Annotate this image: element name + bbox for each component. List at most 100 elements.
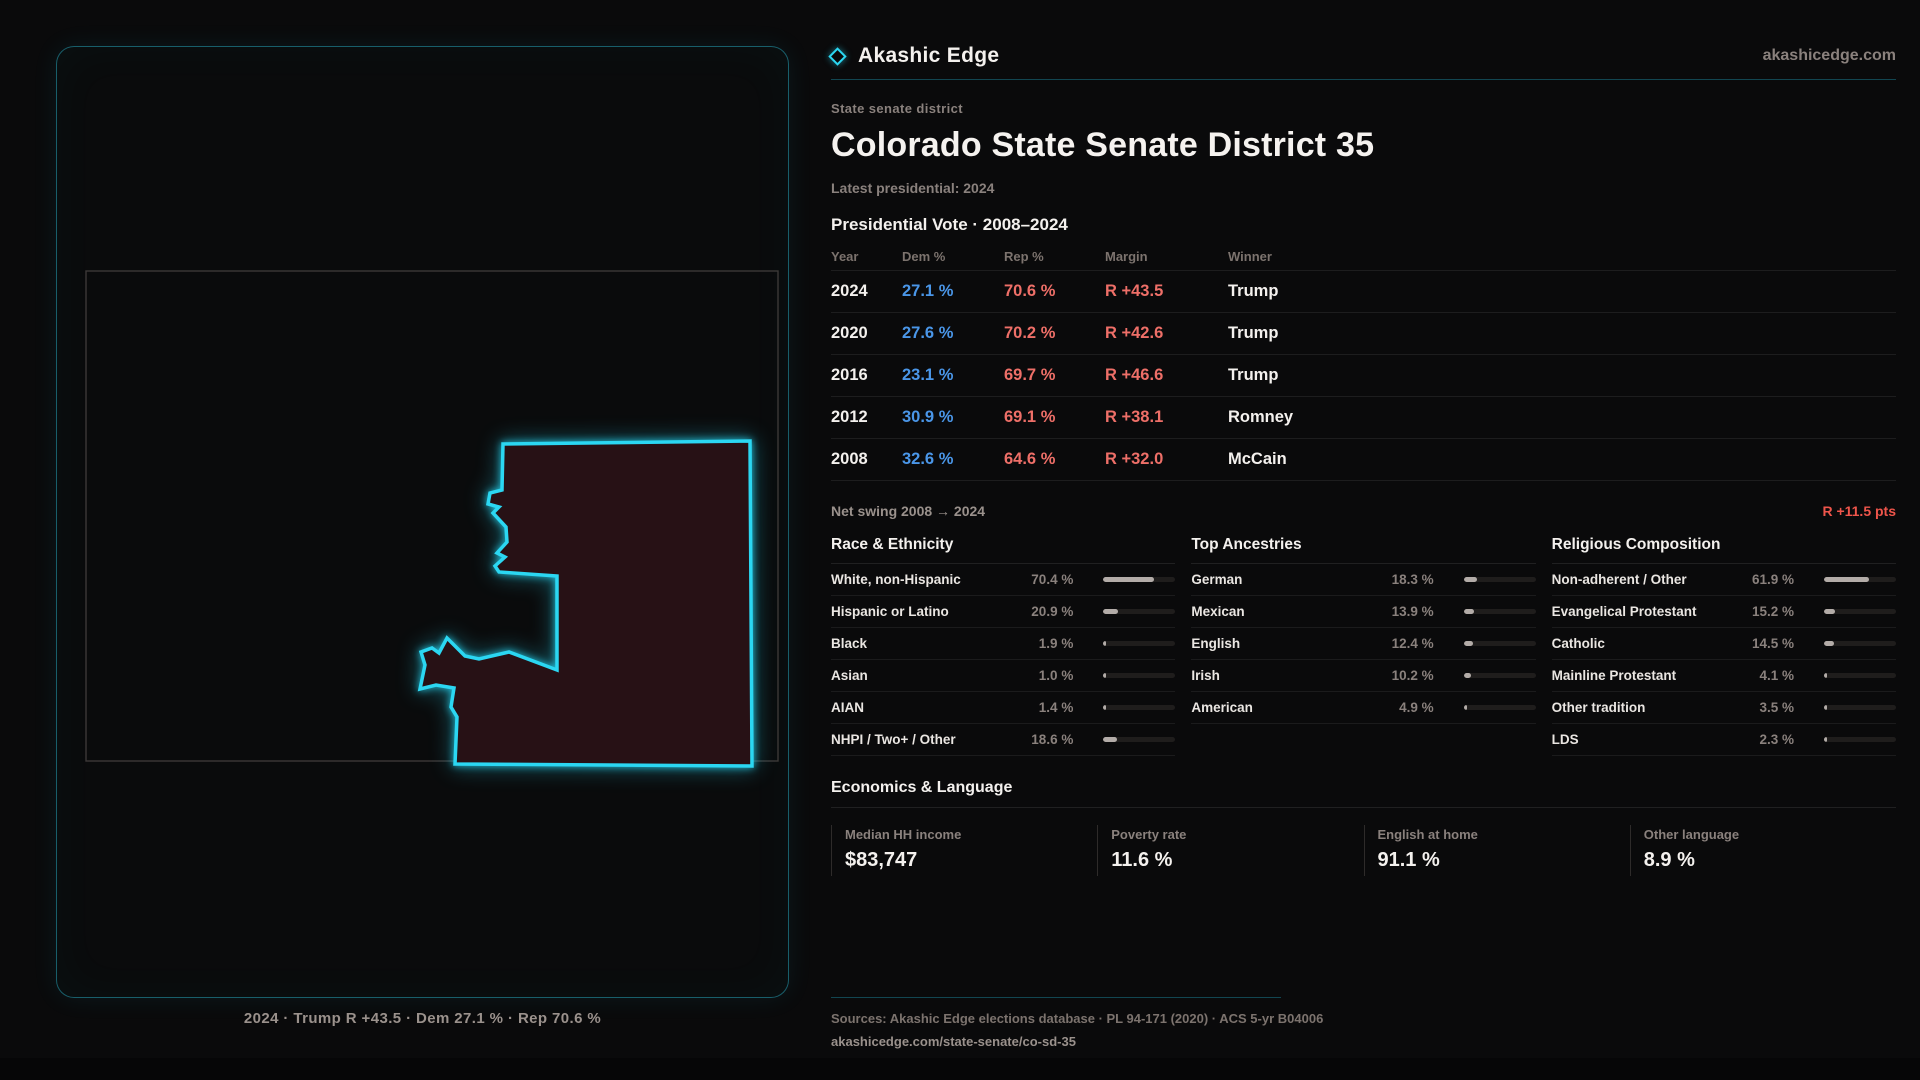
demographic-bar-fill [1103, 737, 1117, 742]
vote-cell: 70.6 % [1004, 282, 1056, 300]
demographic-row: English 12.4 % [1191, 628, 1536, 660]
page-title: Colorado State Senate District 35 [831, 126, 1375, 164]
economics-stat-value: 91.1 % [1377, 849, 1440, 871]
demographic-bar [1824, 609, 1896, 614]
demographic-bar [1463, 577, 1536, 582]
economics-stat-value: 8.9 % [1643, 849, 1695, 871]
demographic-label: Catholic [1551, 636, 1605, 651]
demographic-value: 1.9 % [1038, 636, 1074, 651]
demographic-label: NHPI / Two+ / Other [831, 732, 956, 747]
demographic-bar-fill [1824, 705, 1827, 710]
demographic-row: Evangelical Protestant 15.2 % [1551, 596, 1896, 628]
demographic-row: Black 1.9 % [831, 628, 1176, 660]
demographic-value: 20.9 % [1031, 604, 1074, 619]
kicker: State senate district [831, 101, 963, 116]
diamond-logo-icon [828, 46, 847, 66]
vote-table-row: 2024 27.1 % 70.6 % R +43.5 Trump [831, 271, 1896, 313]
demographic-label: American [1191, 700, 1253, 715]
brand-domain-link[interactable]: akashicedge.com [1762, 47, 1896, 64]
vote-cell: 2008 [831, 450, 868, 468]
net-swing-row: Net swing 2008 → 2024 R +11.5 pts [831, 503, 1896, 519]
footer-divider [831, 997, 1281, 998]
vote-col-header: Margin [1105, 248, 1148, 264]
demographic-label: Mainline Protestant [1551, 668, 1677, 683]
vote-cell: 27.6 % [902, 324, 954, 342]
vote-table-row: 2008 32.6 % 64.6 % R +32.0 McCain [831, 439, 1896, 481]
demographic-bar [1103, 577, 1176, 582]
demographic-bar [1103, 705, 1176, 710]
demographic-value: 70.4 % [1031, 572, 1074, 587]
vote-cell: 64.6 % [1004, 450, 1056, 468]
economics-stat-value: $83,747 [845, 849, 918, 871]
net-swing-value: R +11.5 pts [1822, 503, 1896, 519]
demographic-label: Asian [831, 668, 868, 683]
district-outline-shape [417, 439, 754, 768]
demographic-bar-fill [1103, 705, 1107, 710]
footer-permalink-link[interactable]: akashicedge.com/state-senate/co-sd-35 [831, 1034, 1076, 1049]
economics-stat-value: 11.6 % [1111, 849, 1173, 871]
vote-cell: Trump [1228, 324, 1279, 342]
map-caption: 2024 · Trump R +43.5 · Dem 27.1 % · Rep … [243, 1010, 602, 1027]
vote-cell: Romney [1228, 408, 1294, 426]
demographic-row: LDS 2.3 % [1551, 724, 1896, 756]
demographic-value: 18.3 % [1391, 572, 1434, 587]
demographic-row: German 18.3 % [1191, 564, 1536, 596]
economics-stat: Median HH income $83,747 [831, 825, 1097, 876]
demographic-group-title: Race & Ethnicity [831, 536, 1176, 564]
net-swing-label: Net swing 2008 → 2024 [831, 503, 986, 519]
vote-cell: 2024 [831, 282, 868, 300]
brand-name: Akashic Edge [858, 44, 1000, 67]
demographic-bar [1824, 673, 1896, 678]
header-divider [831, 79, 1896, 80]
demographic-row: Catholic 14.5 % [1551, 628, 1896, 660]
demographic-bar-fill [1824, 673, 1827, 678]
vote-cell: R +46.6 [1105, 366, 1164, 384]
header: Akashic Edge akashicedge.com [828, 0, 1896, 68]
demographic-bar [1824, 577, 1896, 582]
vote-cell: 69.1 % [1004, 408, 1056, 426]
demographic-row: Asian 1.0 % [831, 660, 1176, 692]
vote-table-row: 2020 27.6 % 70.2 % R +42.6 Trump [831, 313, 1896, 355]
demographic-label: Hispanic or Latino [831, 604, 949, 619]
vote-table-row: 2016 23.1 % 69.7 % R +46.6 Trump [831, 355, 1896, 397]
economics-stat: Other language 8.9 % [1629, 825, 1896, 876]
demographic-label: AIAN [831, 700, 864, 715]
vote-table-heading: Presidential Vote · 2008–2024 [831, 215, 1068, 234]
demographic-label: Non-adherent / Other [1551, 572, 1687, 587]
vote-cell: Trump [1228, 282, 1279, 300]
district-map-card [56, 46, 789, 998]
vote-cell: R +42.6 [1105, 324, 1164, 342]
vote-col-header: Year [831, 248, 859, 264]
demographic-bar-fill [1824, 609, 1835, 614]
demographic-row: Non-adherent / Other 61.9 % [1551, 564, 1896, 596]
demographic-bar-fill [1103, 609, 1119, 614]
demographic-bar [1824, 641, 1896, 646]
economics-stat-label: Poverty rate [1111, 827, 1187, 842]
demographic-row: Hispanic or Latino 20.9 % [831, 596, 1176, 628]
demographic-bar-fill [1463, 673, 1471, 678]
demographic-group: Top Ancestries German 18.3 % Mexican 13.9 % E… [1191, 536, 1536, 756]
demographic-bar-fill [1103, 673, 1107, 678]
demographic-label: Other tradition [1551, 700, 1646, 715]
demographic-bar [1463, 673, 1536, 678]
demographic-label: Evangelical Protestant [1551, 604, 1697, 619]
demographic-label: German [1191, 572, 1243, 587]
economics-stats: Median HH income $83,747 Poverty rate 11.6 … [831, 825, 1896, 876]
vote-col-header: Dem % [902, 248, 946, 264]
map-bounding-box [85, 270, 779, 762]
vote-cell: 2020 [831, 324, 868, 342]
demographic-group-title: Religious Composition [1551, 536, 1896, 564]
demographic-group: Race & Ethnicity White, non-Hispanic 70.4 … [831, 536, 1176, 756]
demographic-value: 18.6 % [1031, 732, 1074, 747]
demographic-group: Religious Composition Non-adherent / Othe… [1551, 536, 1896, 756]
demographic-bar [1824, 705, 1896, 710]
vote-cell: R +43.5 [1105, 282, 1164, 300]
vote-table-body: 2024 27.1 % 70.6 % R +43.5 Trump 2020 27.6 % 70… [831, 271, 1896, 481]
vote-cell: 27.1 % [902, 282, 954, 300]
demographic-label: White, non-Hispanic [831, 572, 961, 587]
vote-table-header-row: Year Dem % Rep % Margin Winner [831, 242, 1896, 271]
presidential-vote-table: Year Dem % Rep % Margin Winner 2024 27.1 % 70.… [831, 242, 1896, 481]
demographic-bar [1463, 705, 1536, 710]
economics-stat: Poverty rate 11.6 % [1097, 825, 1363, 876]
economics-stat-label: Median HH income [845, 827, 962, 842]
